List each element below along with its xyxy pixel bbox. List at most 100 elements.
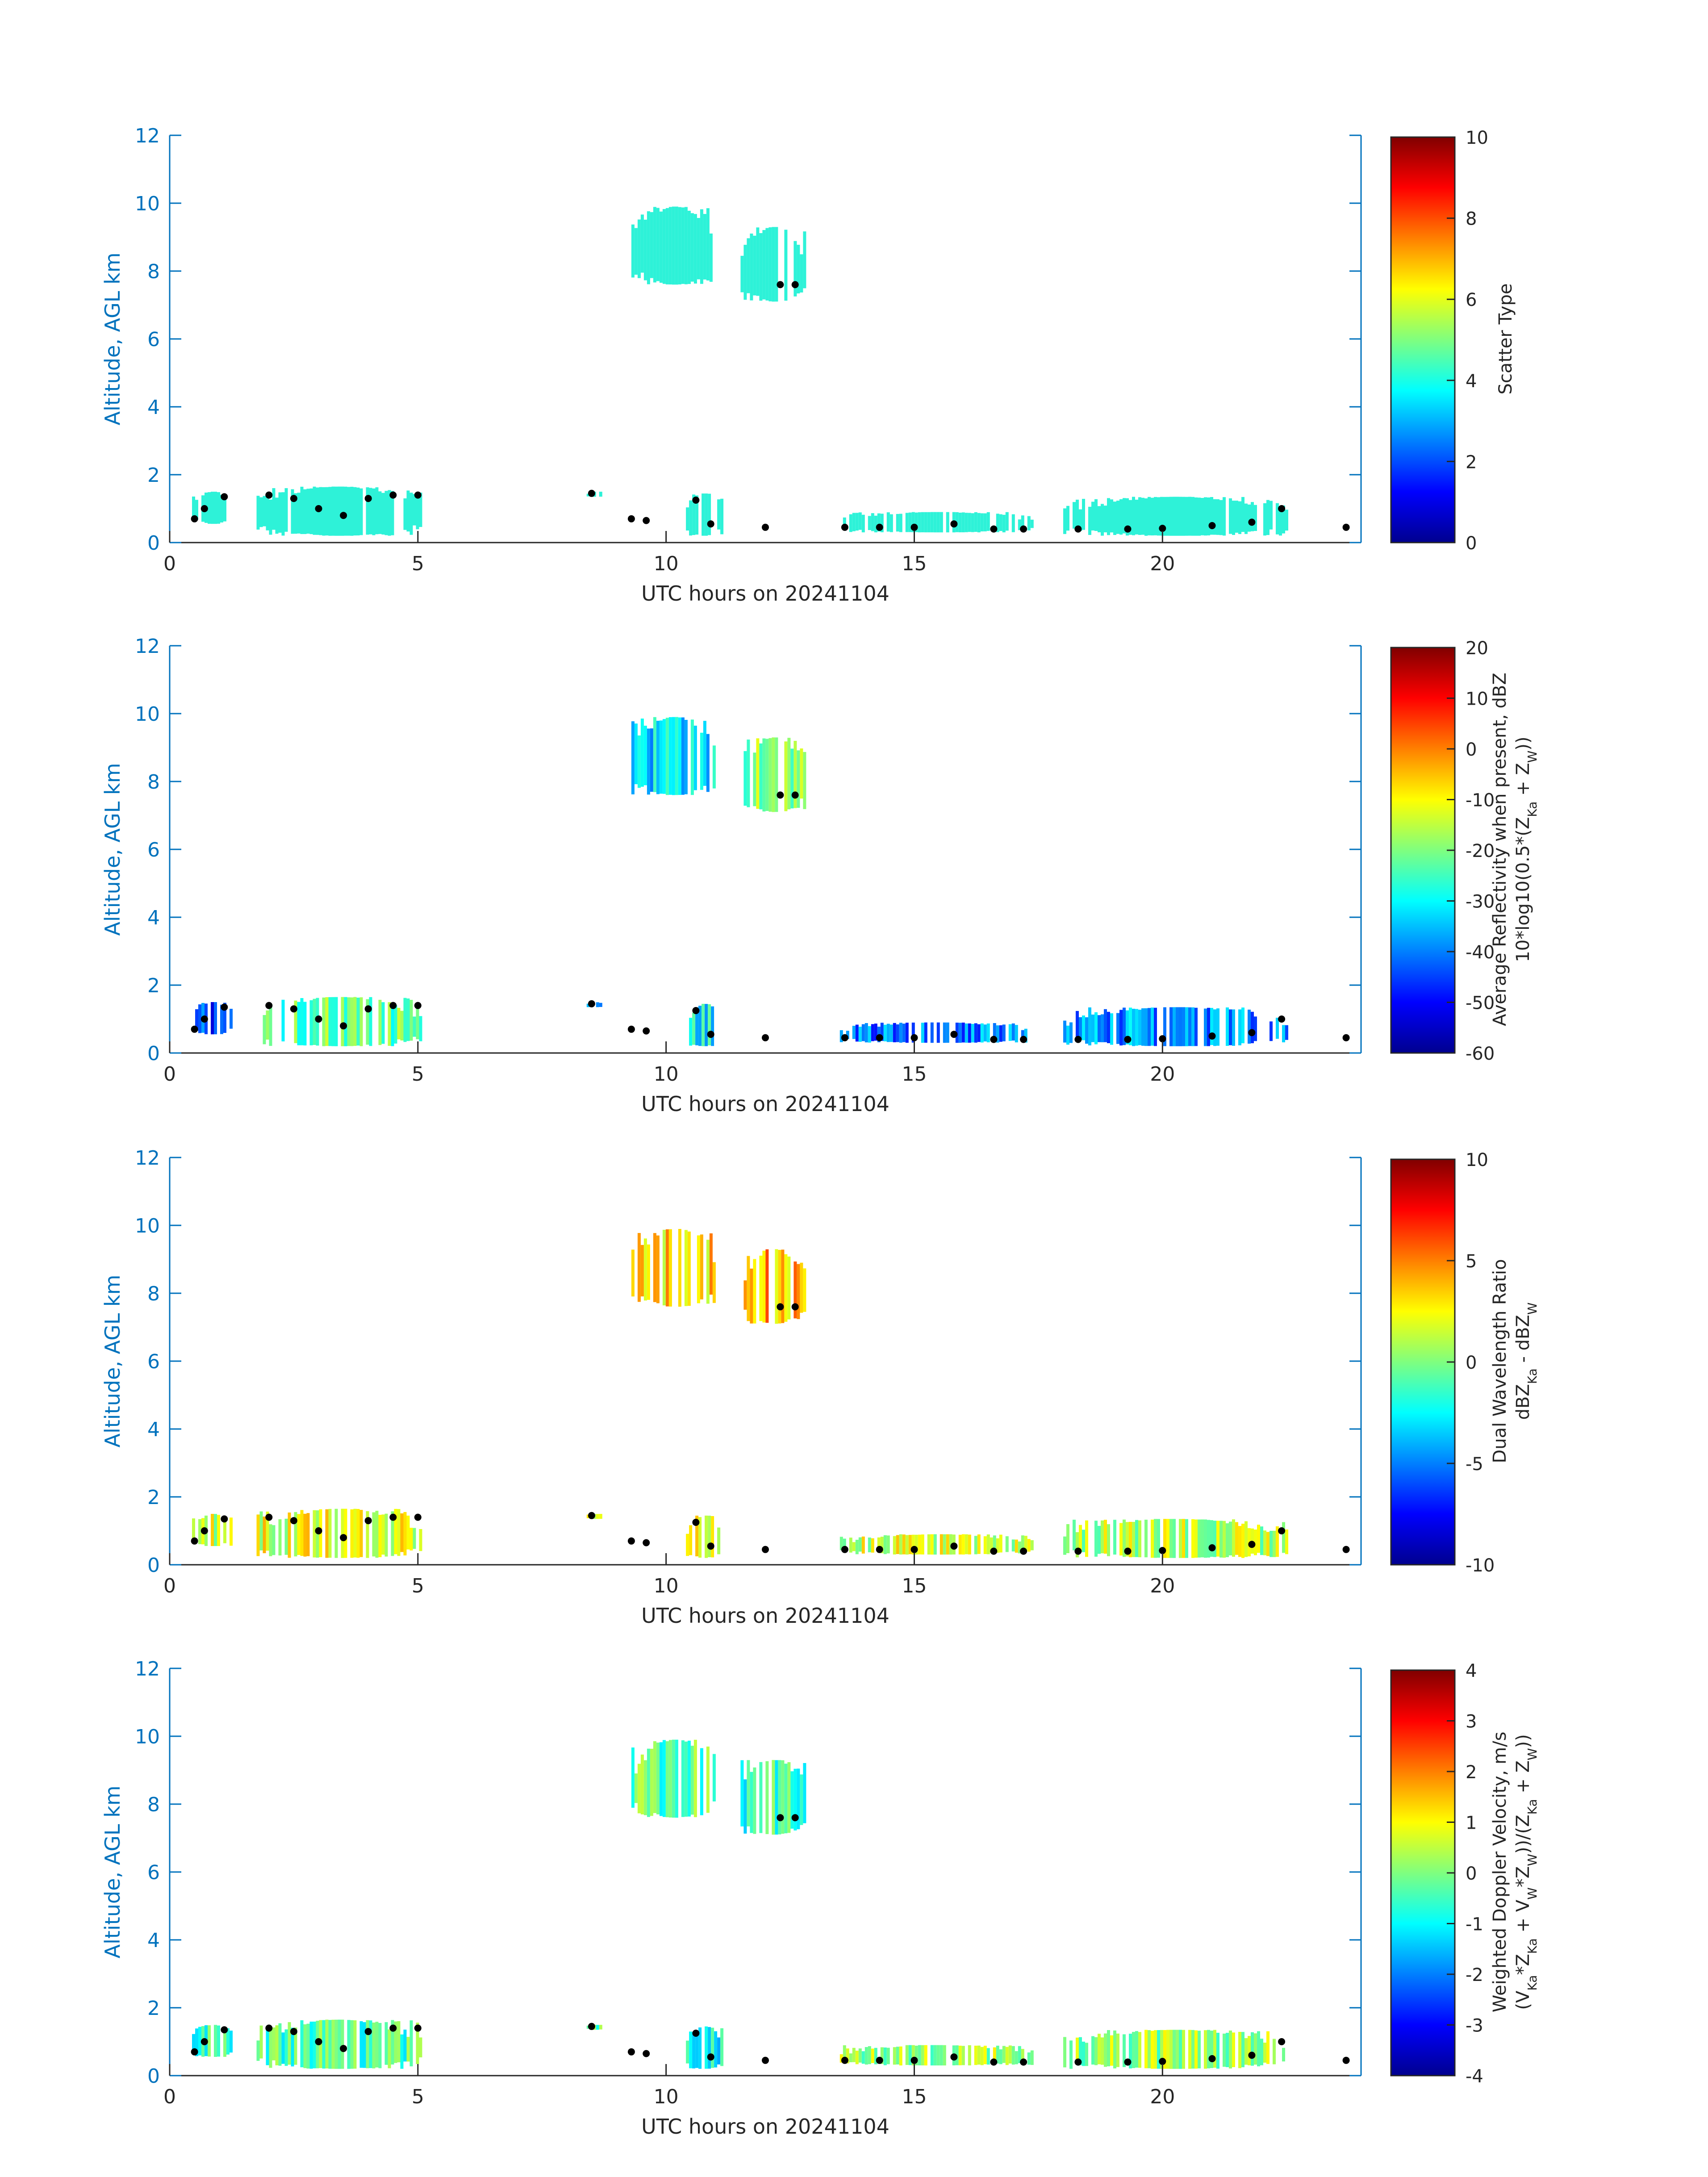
cloud-streak — [1163, 497, 1166, 536]
cloud-streak — [899, 1023, 902, 1043]
cloud-streak — [1104, 1009, 1107, 1042]
cloud-streak — [1104, 1520, 1107, 1554]
cloud-streak — [977, 1534, 981, 1554]
cloud-streak — [640, 719, 644, 787]
cloud-streak — [1148, 1008, 1151, 1046]
cloud-streak — [918, 2045, 921, 2065]
cloud-streak — [359, 488, 363, 535]
cloud-base-marker — [191, 515, 198, 522]
cloud-streak — [322, 487, 326, 536]
cloud-streak — [849, 1538, 852, 1553]
cloud-base-marker — [200, 1527, 208, 1534]
cloud-base-marker — [1020, 1547, 1027, 1555]
cloud-streak — [1191, 1007, 1194, 1046]
cloud-streak — [272, 488, 276, 530]
cloud-streak — [765, 1249, 769, 1323]
cloud-streak — [1126, 1010, 1129, 1045]
cloud-streak — [397, 2021, 401, 2063]
cloud-streak — [698, 1517, 702, 1558]
cloud-streak — [1021, 1535, 1024, 1552]
cloud-streak — [999, 1025, 1002, 1042]
cloud-streak — [924, 1022, 927, 1043]
cloud-base-marker — [1074, 525, 1082, 533]
cloud-streak — [1101, 2037, 1104, 2065]
cloud-streak — [1241, 1524, 1244, 1558]
y-tick-label: 12 — [135, 125, 160, 147]
cloud-streak — [1251, 2032, 1254, 2066]
cloud-streak — [223, 494, 226, 522]
cloud-streak — [708, 493, 711, 535]
cloud-streak — [1176, 497, 1179, 536]
cloud-streak — [703, 721, 706, 786]
y-tick-label: 6 — [147, 1861, 160, 1884]
cloud-base-marker — [692, 1519, 700, 1526]
cloud-streak — [378, 999, 382, 1045]
cloud-streak — [1021, 2049, 1024, 2064]
cloud-base-marker — [841, 1034, 848, 1041]
cloud-streak — [871, 513, 874, 531]
cloud-streak — [698, 1006, 702, 1046]
cloud-streak — [839, 1030, 843, 1042]
cloud-streak — [668, 1740, 672, 1818]
cloud-streak — [743, 1779, 747, 1834]
cloud-streak — [1216, 499, 1219, 535]
cloud-streak — [328, 1508, 332, 1558]
cloud-streak — [800, 748, 803, 799]
cloud-streak — [1094, 2037, 1098, 2065]
cloud-streak — [375, 1511, 379, 1558]
cloud-streak — [703, 214, 706, 280]
colorbar-gradient — [1390, 647, 1456, 1054]
cloud-streak — [1135, 499, 1138, 535]
cloud-streak — [784, 1254, 788, 1322]
cloud-streak — [1204, 1519, 1207, 1558]
cloud-streak — [705, 1004, 708, 1046]
cloud-streak — [1279, 509, 1282, 536]
cloud-streak — [1194, 497, 1198, 536]
cloud-streak — [1263, 503, 1266, 536]
cloud-streak — [750, 1772, 753, 1833]
cloud-streak — [381, 1002, 385, 1044]
y-tick-label: 0 — [147, 1042, 160, 1065]
cloud-streak — [391, 1511, 394, 1556]
cloud-streak — [198, 2027, 201, 2056]
cloud-streak — [195, 1009, 198, 1031]
cloud-streak — [272, 1525, 276, 1555]
cloud-streak — [902, 1534, 906, 1554]
colorbar-tick-label: 6 — [1466, 290, 1477, 310]
cloud-streak — [1232, 1519, 1235, 1557]
cloud-base-marker — [221, 493, 228, 501]
cloud-streak — [192, 496, 195, 519]
cloud-streak — [803, 1268, 806, 1312]
colorbar-tick-label: 4 — [1466, 371, 1477, 392]
cloud-streak — [803, 752, 806, 809]
cloud-streak — [1144, 2030, 1148, 2068]
cloud-streak — [631, 1249, 635, 1297]
cloud-streak — [1027, 1539, 1031, 1552]
y-axis-label: Altitude, AGL km — [100, 252, 125, 425]
cloud-streak — [977, 513, 981, 533]
cloud-streak — [647, 728, 650, 795]
cloud-streak — [883, 2047, 887, 2065]
cloud-streak — [214, 2025, 217, 2057]
cloud-streak — [790, 748, 794, 809]
cloud-streak — [695, 495, 699, 535]
cloud-streak — [400, 1513, 404, 1552]
cloud-streak — [278, 1519, 282, 1556]
cloud-streak — [341, 2019, 344, 2069]
cloud-base-marker — [265, 2024, 273, 2032]
y-tick-label: 12 — [135, 635, 160, 658]
cloud-streak — [394, 2021, 397, 2063]
cloud-streak — [288, 2022, 291, 2065]
cloud-base-marker — [950, 2053, 958, 2061]
cloud-streak — [940, 512, 943, 533]
cloud-streak — [640, 1755, 644, 1814]
y-tick-label: 12 — [135, 1658, 160, 1680]
cloud-streak — [1244, 1521, 1248, 1557]
cloud-streak — [388, 2029, 391, 2068]
cloud-streak — [394, 1508, 397, 1554]
cloud-base-marker — [777, 791, 784, 799]
cloud-streak — [1176, 2030, 1179, 2069]
cloud-streak — [369, 2020, 372, 2068]
cloud-streak — [775, 737, 778, 812]
cloud-streak — [993, 1535, 996, 1554]
